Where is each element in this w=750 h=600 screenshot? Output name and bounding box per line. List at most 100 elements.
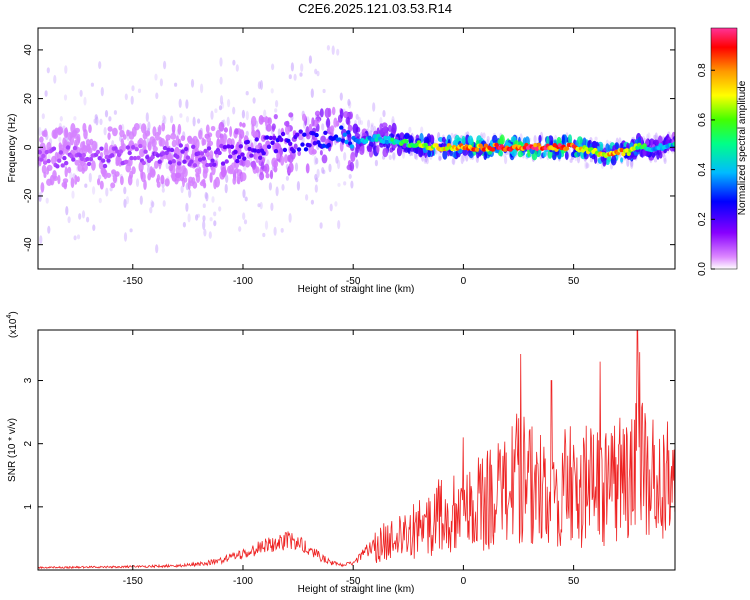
- noise-blob: [90, 82, 94, 87]
- spectrogram-y-axis-label: Frequency (Hz): [7, 114, 18, 183]
- noise-blob: [202, 203, 206, 208]
- ridge-point: [145, 155, 150, 160]
- band-blob: [234, 167, 239, 174]
- noise-blob: [310, 199, 314, 205]
- colorbar-tick-label: 0.6: [697, 113, 708, 127]
- noise-blob: [322, 88, 326, 94]
- noise-blob: [63, 94, 68, 101]
- snr-multiplier-exponent: 4: [6, 315, 13, 319]
- noise-blob: [180, 185, 184, 194]
- band-blob: [64, 167, 68, 178]
- band-blob: [407, 146, 411, 154]
- ridge-point: [79, 156, 85, 161]
- snr-y-axis-label: SNR (10 * v/v): [7, 418, 18, 482]
- ridge-point: [95, 149, 101, 155]
- band-blob: [147, 172, 152, 181]
- noise-blob: [105, 187, 109, 197]
- ridge-point: [203, 148, 208, 154]
- band-blob: [85, 139, 91, 147]
- noise-blob: [275, 100, 279, 108]
- band-blob: [297, 150, 302, 157]
- colorbar-frame: [710, 27, 738, 270]
- band-blob: [107, 126, 113, 132]
- snr-y-multiplier: (x104): [6, 311, 19, 338]
- noise-blob: [84, 183, 88, 188]
- noise-blob: [232, 106, 236, 115]
- band-blob: [403, 133, 410, 140]
- ridge-point: [340, 138, 346, 143]
- noise-blob: [214, 108, 218, 113]
- ridge-point: [564, 146, 570, 151]
- ridge-point: [490, 147, 496, 152]
- noise-blob: [335, 155, 339, 164]
- band-blob: [97, 178, 101, 186]
- band-blob: [461, 135, 466, 145]
- ridge-point: [134, 147, 139, 152]
- band-blob: [483, 151, 488, 160]
- band-blob: [610, 155, 617, 166]
- band-blob: [656, 150, 660, 160]
- noise-blob: [280, 228, 284, 233]
- noise-blob: [392, 152, 396, 161]
- band-blob: [577, 136, 583, 145]
- band-blob: [81, 144, 88, 155]
- band-blob: [70, 177, 75, 189]
- band-blob: [188, 176, 194, 183]
- noise-blob: [243, 219, 248, 225]
- ridge-point: [97, 156, 102, 161]
- noise-blob: [83, 96, 87, 106]
- ridge-point: [69, 154, 74, 159]
- band-blob: [67, 166, 72, 174]
- band-blob: [164, 178, 170, 187]
- band-blob: [324, 107, 331, 119]
- noise-blob: [113, 110, 117, 115]
- ridge-point: [162, 145, 168, 151]
- colorbar-tick-label: 0.2: [697, 212, 708, 226]
- noise-blob: [290, 62, 294, 72]
- band-blob: [232, 177, 237, 185]
- noise-blob: [315, 157, 319, 165]
- ridge-point: [282, 147, 288, 153]
- noise-blob: [288, 74, 292, 80]
- noise-blob: [88, 172, 92, 183]
- noise-blob: [104, 110, 109, 118]
- ridge-point: [217, 150, 222, 156]
- noise-blob: [203, 228, 207, 237]
- band-blob: [326, 117, 331, 129]
- snr-x-ticks: -150 -100 -50 0 50: [123, 330, 580, 587]
- noise-blob: [95, 116, 99, 126]
- ridge-point: [249, 153, 254, 158]
- noise-blob: [69, 171, 73, 180]
- ridge-point: [104, 154, 110, 160]
- band-blob: [110, 182, 116, 189]
- ridge-point: [238, 144, 243, 149]
- band-blob: [343, 111, 349, 119]
- band-blob: [538, 134, 542, 143]
- band-blob: [239, 121, 243, 127]
- noise-blob: [147, 165, 151, 174]
- ridge-point: [552, 143, 557, 148]
- noise-blob: [452, 156, 456, 166]
- band-blob: [564, 151, 569, 160]
- noise-blob: [314, 184, 318, 193]
- band-blob: [288, 162, 294, 173]
- noise-blob: [71, 190, 75, 199]
- noise-blob: [238, 226, 242, 232]
- spectrogram-x-ticks: -150 -100 -50 0 50: [123, 28, 580, 287]
- noise-blob: [568, 147, 572, 158]
- colorbar-tick-label: 0.4: [697, 162, 708, 176]
- ridge-point: [372, 134, 377, 139]
- noise-blob: [314, 68, 318, 75]
- noise-blob: [227, 98, 231, 108]
- noise-blob: [232, 59, 236, 66]
- ridge-point: [183, 146, 189, 152]
- band-blob: [229, 126, 233, 138]
- noise-blob: [163, 60, 167, 70]
- band-blob: [546, 135, 550, 146]
- x-tick-label: 50: [568, 276, 580, 287]
- ridge-point: [279, 137, 284, 142]
- noise-blob: [382, 110, 386, 118]
- ridge-point: [236, 155, 242, 160]
- band-blob: [138, 148, 145, 158]
- ridge-point: [404, 139, 409, 144]
